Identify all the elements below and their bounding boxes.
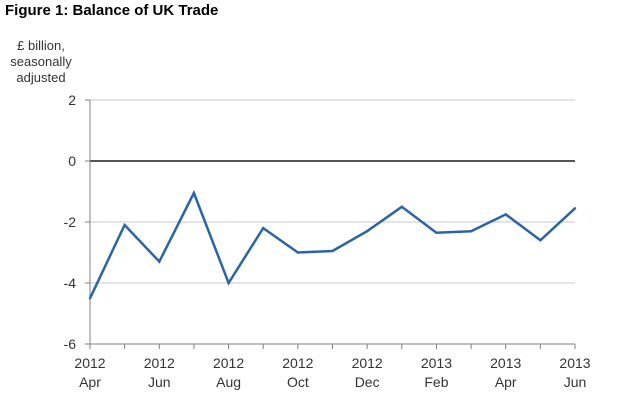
y-tick-label-4: -6 — [64, 336, 77, 352]
data-point-0-4 — [227, 281, 230, 285]
data-point-0-11 — [469, 229, 473, 233]
data-point-0-6 — [296, 251, 300, 254]
data-point-0-12 — [504, 213, 507, 216]
data-point-0-10 — [435, 231, 438, 234]
chart-title: Figure 1: Balance of UK Trade — [5, 2, 219, 19]
x-tick-label-year-1: 2012 — [144, 355, 175, 371]
data-point-0-7 — [331, 249, 334, 253]
x-tick-label-year-3: 2012 — [282, 355, 313, 371]
x-tick-label-month-4: Dec — [355, 374, 380, 390]
data-point-0-8 — [365, 229, 369, 233]
x-tick-label-year-5: 2013 — [421, 355, 452, 371]
data-point-0-0 — [88, 297, 92, 300]
x-tick-label-month-0: Apr — [79, 374, 101, 390]
x-tick-label-year-6: 2013 — [490, 355, 521, 371]
x-tick-label-year-7: 2013 — [559, 355, 590, 371]
x-tick-label-year-4: 2012 — [352, 355, 383, 371]
data-point-0-3 — [192, 191, 196, 195]
series-layer — [88, 189, 577, 300]
label-layer: 2 0 -2 -4 -6 2012 Apr 2012 Jun 2012 Aug 2012 Oct 2012… — [64, 92, 591, 390]
data-point-0-5 — [262, 226, 265, 230]
y-tick-label-2: -2 — [64, 214, 77, 230]
x-tick-label-month-6: Apr — [495, 374, 517, 390]
data-point-0-1 — [123, 223, 126, 227]
y-axis-label-line-3: adjusted — [16, 70, 66, 85]
data-point-0-13 — [539, 239, 542, 242]
grid-layer — [90, 99, 575, 284]
x-tick-label-month-2: Aug — [216, 374, 241, 390]
y-axis-label: £ billion, seasonally adjusted — [2, 38, 80, 86]
y-axis-label-line-1: £ billion, — [17, 38, 65, 53]
data-point-0-9 — [400, 205, 403, 208]
x-tick-label-month-1: Jun — [148, 374, 171, 390]
data-point-0-2 — [158, 260, 161, 263]
y-tick-label-1: 0 — [68, 153, 76, 169]
x-tick-label-month-7: Jun — [564, 374, 587, 390]
y-tick-label-3: -4 — [64, 275, 77, 291]
y-axis-label-line-2: seasonally — [10, 54, 72, 69]
x-tick-label-month-5: Feb — [424, 374, 448, 390]
x-tick-label-month-3: Oct — [287, 374, 309, 390]
x-tick-label-year-0: 2012 — [74, 355, 105, 371]
axis-layer — [85, 99, 576, 349]
y-tick-label-0: 2 — [68, 92, 76, 108]
data-point-0-14 — [573, 207, 577, 210]
x-tick-label-year-2: 2012 — [213, 355, 244, 371]
